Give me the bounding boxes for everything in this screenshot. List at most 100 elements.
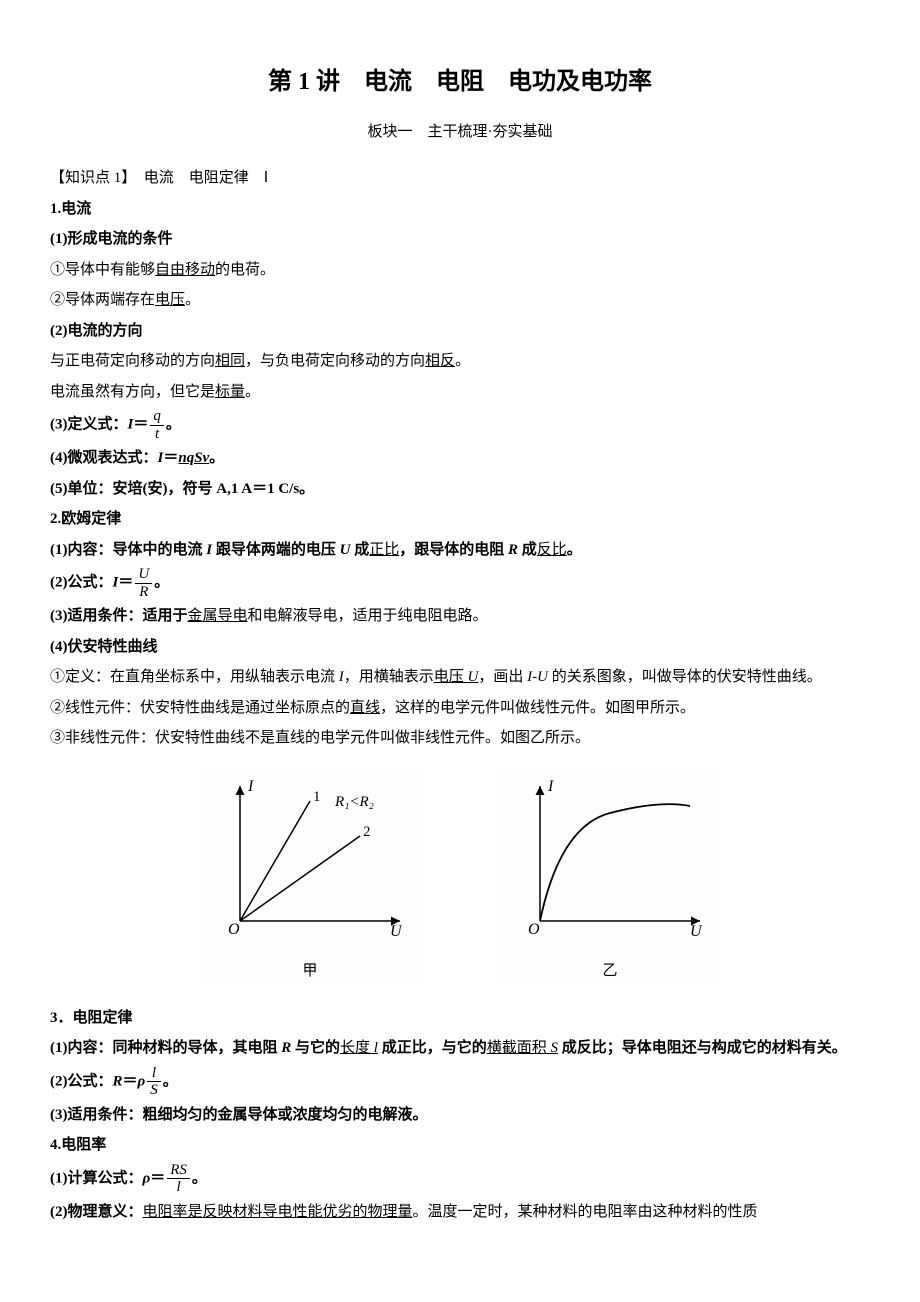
underline-text: 长度	[340, 1040, 374, 1056]
s2-p3: (3)适用条件：适用于金属导电和电解液导电，适用于纯电阻电路。	[50, 602, 870, 631]
s3-p3: (3)适用条件：粗细均匀的金属导体或浓度均匀的电解液。	[50, 1101, 870, 1130]
underline-text: 金属导电	[188, 608, 248, 624]
var-r: R	[113, 1073, 123, 1089]
text: ①导体中有能够	[50, 262, 155, 278]
s1-p1a: ①导体中有能够自由移动的电荷。	[50, 256, 870, 285]
s3-p2: (2)公式：R＝ρlS。	[50, 1065, 870, 1099]
text: ①定义：在直角坐标系中，用纵轴表示电流	[50, 669, 339, 685]
s3-p1: (1)内容：同种材料的导体，其电阻 R 与它的长度 l 成正比，与它的横截面积 …	[50, 1034, 870, 1063]
knowledge-point-header: 【知识点 1】 电流 电阻定律 Ⅰ	[50, 164, 870, 193]
text: (2)公式：	[50, 575, 113, 591]
underline-text: 直线	[350, 700, 380, 716]
axis-y-label: I	[247, 778, 254, 795]
text: 成	[350, 542, 369, 558]
origin-label: O	[528, 921, 540, 938]
underline-text: 自由移动	[155, 262, 215, 278]
line1-label: 1	[313, 789, 321, 805]
s1-p2-heading: (2)电流的方向	[50, 317, 870, 346]
underline-text: 标量	[215, 384, 245, 400]
text: 与它的	[291, 1040, 340, 1056]
text: ，与负电荷定向移动的方向	[245, 353, 425, 369]
var-rho: ρ	[138, 1073, 146, 1089]
var-iu: I-U	[527, 669, 548, 685]
text: ＝	[163, 450, 178, 466]
text: 成正比，与它的	[378, 1040, 487, 1056]
underline-text: 相同	[215, 353, 245, 369]
axis-x-label: U	[390, 923, 403, 940]
text: (1)内容：同种材料的导体，其电阻	[50, 1040, 281, 1056]
text: (2)公式：	[50, 1073, 113, 1089]
section-1-heading: 1.电流	[50, 195, 870, 224]
figure-caption-yi: 乙	[500, 957, 720, 986]
s1-p3: (3)定义式：I＝qt。	[50, 408, 870, 442]
fraction-denominator: S	[147, 1082, 161, 1099]
s2-p4b: ②线性元件：伏安特性曲线是通过坐标原点的直线，这样的电学元件叫做线性元件。如图甲…	[50, 694, 870, 723]
fraction-numerator: U	[135, 566, 152, 584]
underline-text: 横截面积	[487, 1040, 551, 1056]
chart-nonlinear: I U O	[500, 771, 720, 941]
page-subtitle: 板块一 主干梳理·夯实基础	[50, 118, 870, 147]
text: ＝	[133, 417, 148, 433]
text: 的关系图象，叫做导体的伏安特性曲线。	[548, 669, 822, 685]
s1-p2a: 与正电荷定向移动的方向相同，与负电荷定向移动的方向相反。	[50, 347, 870, 376]
section-2-heading: 2.欧姆定律	[50, 505, 870, 534]
s2-p4-heading: (4)伏安特性曲线	[50, 633, 870, 662]
s1-p4: (4)微观表达式：I＝nqSv。	[50, 444, 870, 473]
s4-p2: (2)物理意义：电阻率是反映材料导电性能优劣的物理量。温度一定时，某种材料的电阻…	[50, 1198, 870, 1227]
comparison-label: R₁<R₂	[334, 794, 374, 810]
underline-text: 电压	[434, 669, 468, 685]
text: 成反比；导体电阻还与构成它的材料有关。	[558, 1040, 847, 1056]
text: (2)物理意义：	[50, 1204, 143, 1220]
text: 与正电荷定向移动的方向	[50, 353, 215, 369]
text: 。	[209, 450, 224, 466]
figure-jia: I U O 1 2 R₁<R₂ 甲	[200, 771, 420, 986]
text: (1)计算公式：	[50, 1170, 143, 1186]
underline-text: 电压	[155, 292, 185, 308]
var-u: U	[340, 542, 351, 558]
page-title: 第 1 讲 电流 电阻 电功及电功率	[50, 60, 870, 106]
fraction-numerator: q	[150, 408, 164, 426]
text: ②线性元件：伏安特性曲线是通过坐标原点的	[50, 700, 350, 716]
var-r: R	[281, 1040, 291, 1056]
s1-p1b: ②导体两端存在电压。	[50, 286, 870, 315]
text: 跟导体两端的电压	[212, 542, 340, 558]
text: 。	[455, 353, 470, 369]
text: 和电解液导电，适用于纯电阻电路。	[248, 608, 488, 624]
section-4-heading: 4.电阻率	[50, 1131, 870, 1160]
text: ，这样的电学元件叫做线性元件。如图甲所示。	[380, 700, 695, 716]
fraction-denominator: R	[135, 584, 152, 601]
text: ＝	[150, 1170, 165, 1186]
text: (1)内容：导体中的电流	[50, 542, 206, 558]
text: 电流虽然有方向，但它是	[50, 384, 215, 400]
fraction-numerator: RS	[167, 1162, 190, 1180]
axis-x-label: U	[690, 923, 703, 940]
text: ＝	[118, 575, 133, 591]
text: 。	[163, 1073, 178, 1089]
fraction-denominator: t	[150, 426, 164, 443]
text: 。	[166, 417, 181, 433]
underline-text: 反比	[537, 542, 567, 558]
var-r: R	[508, 542, 518, 558]
text: 。	[567, 542, 582, 558]
text: 。	[154, 575, 169, 591]
text: 的电荷。	[215, 262, 275, 278]
text: (4)微观表达式：	[50, 450, 158, 466]
figure-row: I U O 1 2 R₁<R₂ 甲 I U O 乙	[50, 771, 870, 986]
s2-p1: (1)内容：导体中的电流 I 跟导体两端的电压 U 成正比，跟导体的电阻 R 成…	[50, 536, 870, 565]
underline-text: 正比	[369, 542, 399, 558]
underline-var: S	[551, 1040, 559, 1056]
chart-linear: I U O 1 2 R₁<R₂	[200, 771, 420, 941]
underline-text: 相反	[425, 353, 455, 369]
underline-text: 电阻率是反映材料导电性能优劣的物理量	[143, 1204, 413, 1220]
text: ，跟导体的电阻	[399, 542, 508, 558]
s1-p2b: 电流虽然有方向，但它是标量。	[50, 378, 870, 407]
origin-label: O	[228, 921, 240, 938]
s2-p4c: ③非线性元件：伏安特性曲线不是直线的电学元件叫做非线性元件。如图乙所示。	[50, 724, 870, 753]
underline-var: U	[468, 669, 479, 685]
text: (3)定义式：	[50, 417, 128, 433]
underline-formula: nqSv	[178, 450, 209, 466]
fraction-numerator: l	[147, 1065, 161, 1083]
text: ②导体两端存在	[50, 292, 155, 308]
line2-label: 2	[363, 824, 371, 840]
s4-p1: (1)计算公式：ρ＝RSl。	[50, 1162, 870, 1196]
